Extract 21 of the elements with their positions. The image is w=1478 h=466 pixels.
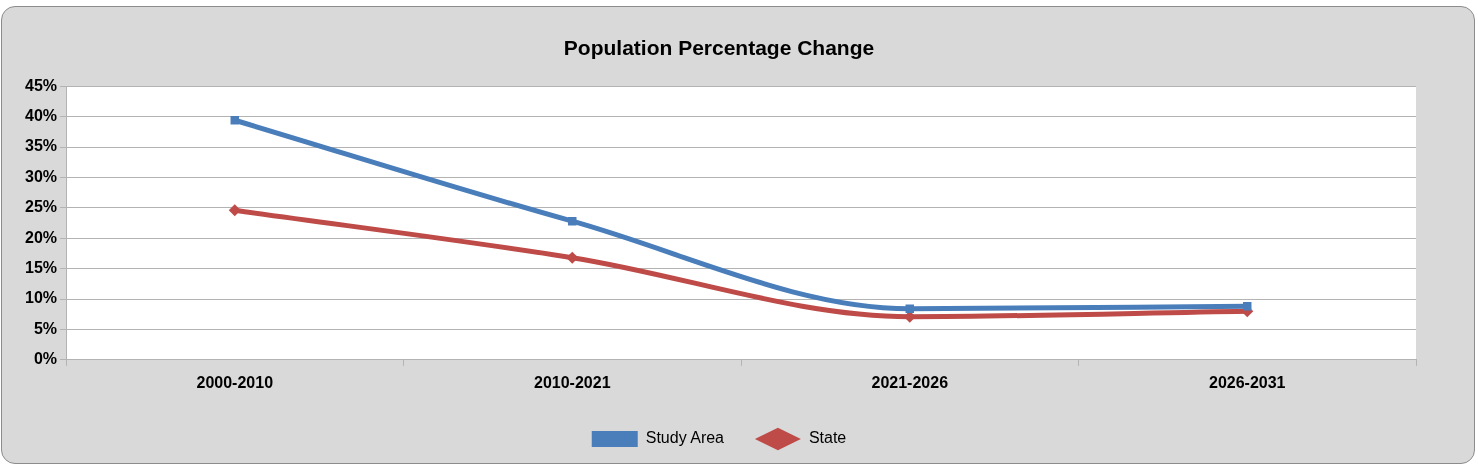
chart-title: Population Percentage Change [563,36,875,60]
point [568,216,577,226]
y-tick-label: 5% [33,319,58,337]
y-tick-label: 20% [24,228,58,246]
x-tick-label: 2010-2021 [534,373,611,391]
legend-label: Study Area [645,429,725,447]
x-tick-label: 2026-2031 [1209,373,1286,391]
y-tick-label: 30% [24,167,58,185]
x-tick-label: 2021-2026 [871,373,949,391]
y-tick-label: 25% [24,198,58,216]
x-tick-label: 2000-2010 [196,373,274,391]
legend-label: State [808,429,847,447]
point [228,204,241,217]
y-tick-label: 0% [33,350,58,368]
y-tick-label: 40% [24,107,58,125]
y-tick-label: 15% [24,259,58,277]
y-tick-label: 35% [24,137,58,155]
point [1243,302,1252,311]
y-tick-label: 10% [24,289,58,307]
y-tick-label: 45% [24,76,58,94]
point [905,304,914,313]
